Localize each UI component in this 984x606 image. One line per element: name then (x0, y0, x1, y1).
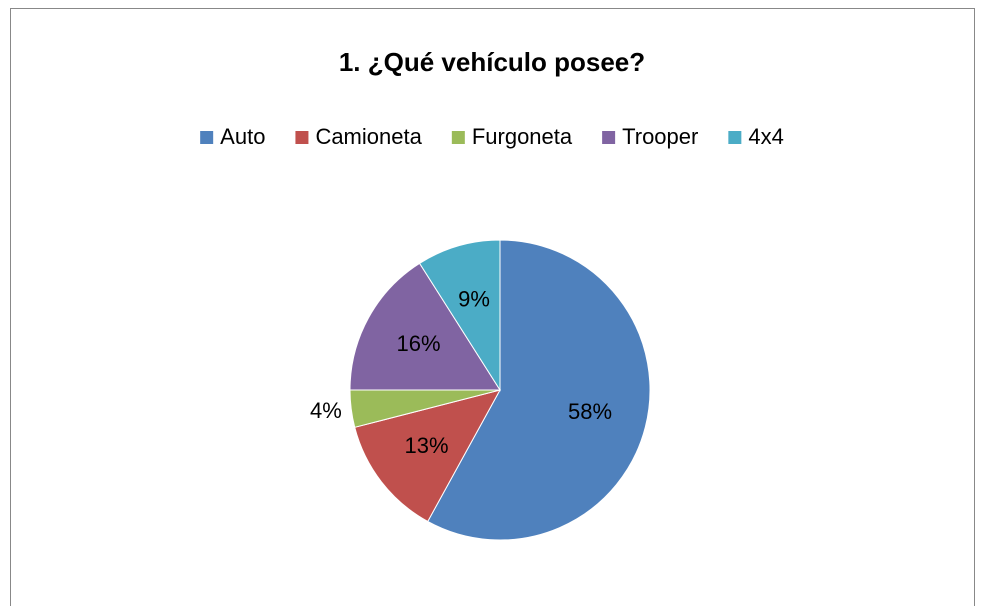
data-label: 58% (568, 399, 612, 424)
legend-label: Furgoneta (472, 124, 573, 149)
pie-slice (354, 389, 501, 523)
legend-swatch (200, 131, 214, 144)
legend-swatch (728, 131, 742, 144)
pie-slice (427, 239, 651, 541)
legend-swatch (602, 131, 616, 144)
pie-slice (349, 262, 501, 391)
chart-title: 1. ¿Qué vehículo posee? (339, 47, 645, 77)
data-label: 13% (404, 433, 448, 458)
legend: Auto Camioneta Furgoneta Trooper 4x4 (200, 124, 784, 149)
legend-swatch (295, 131, 309, 144)
legend-swatch (451, 131, 465, 144)
pie-slice (418, 239, 501, 392)
legend-label: 4x4 (748, 124, 783, 149)
data-label: 16% (396, 331, 440, 356)
legend-label: Trooper (622, 124, 698, 149)
legend-label: Camioneta (315, 124, 422, 149)
legend-label: Auto (220, 124, 265, 149)
data-label: 9% (458, 287, 490, 312)
data-label: 4% (310, 398, 342, 423)
